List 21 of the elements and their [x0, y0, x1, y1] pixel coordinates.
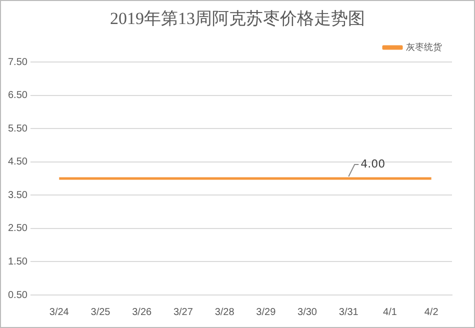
y-tick-label: 2.50	[8, 223, 28, 234]
y-tick-label: 5.50	[8, 123, 28, 134]
y-tick-label: 4.50	[8, 156, 28, 168]
data-label: 4.00	[360, 157, 386, 170]
y-tick-label: 6.50	[8, 90, 28, 102]
y-tick-label: 3.50	[8, 190, 28, 201]
x-tick-label: 3/24	[49, 306, 70, 318]
y-tick-label: 7.50	[8, 56, 28, 68]
legend-label: 灰枣统货	[406, 42, 442, 52]
x-tick-label: 4/1	[383, 306, 398, 318]
y-tick-label: 0.50	[8, 290, 28, 301]
x-tick-label: 3/25	[90, 306, 111, 318]
x-tick-label: 3/27	[173, 306, 194, 318]
x-tick-label: 3/29	[256, 306, 276, 318]
x-tick-label: 3/30	[298, 306, 318, 318]
chart-title: 2019年第13周阿克苏枣价格走势图	[109, 8, 366, 30]
x-tick-label: 3/31	[338, 306, 359, 318]
x-tick-label: 3/26	[132, 306, 152, 318]
x-tick-label: 3/28	[214, 306, 235, 318]
x-tick-label: 4/2	[424, 306, 439, 318]
y-tick-label: 1.50	[8, 256, 28, 268]
